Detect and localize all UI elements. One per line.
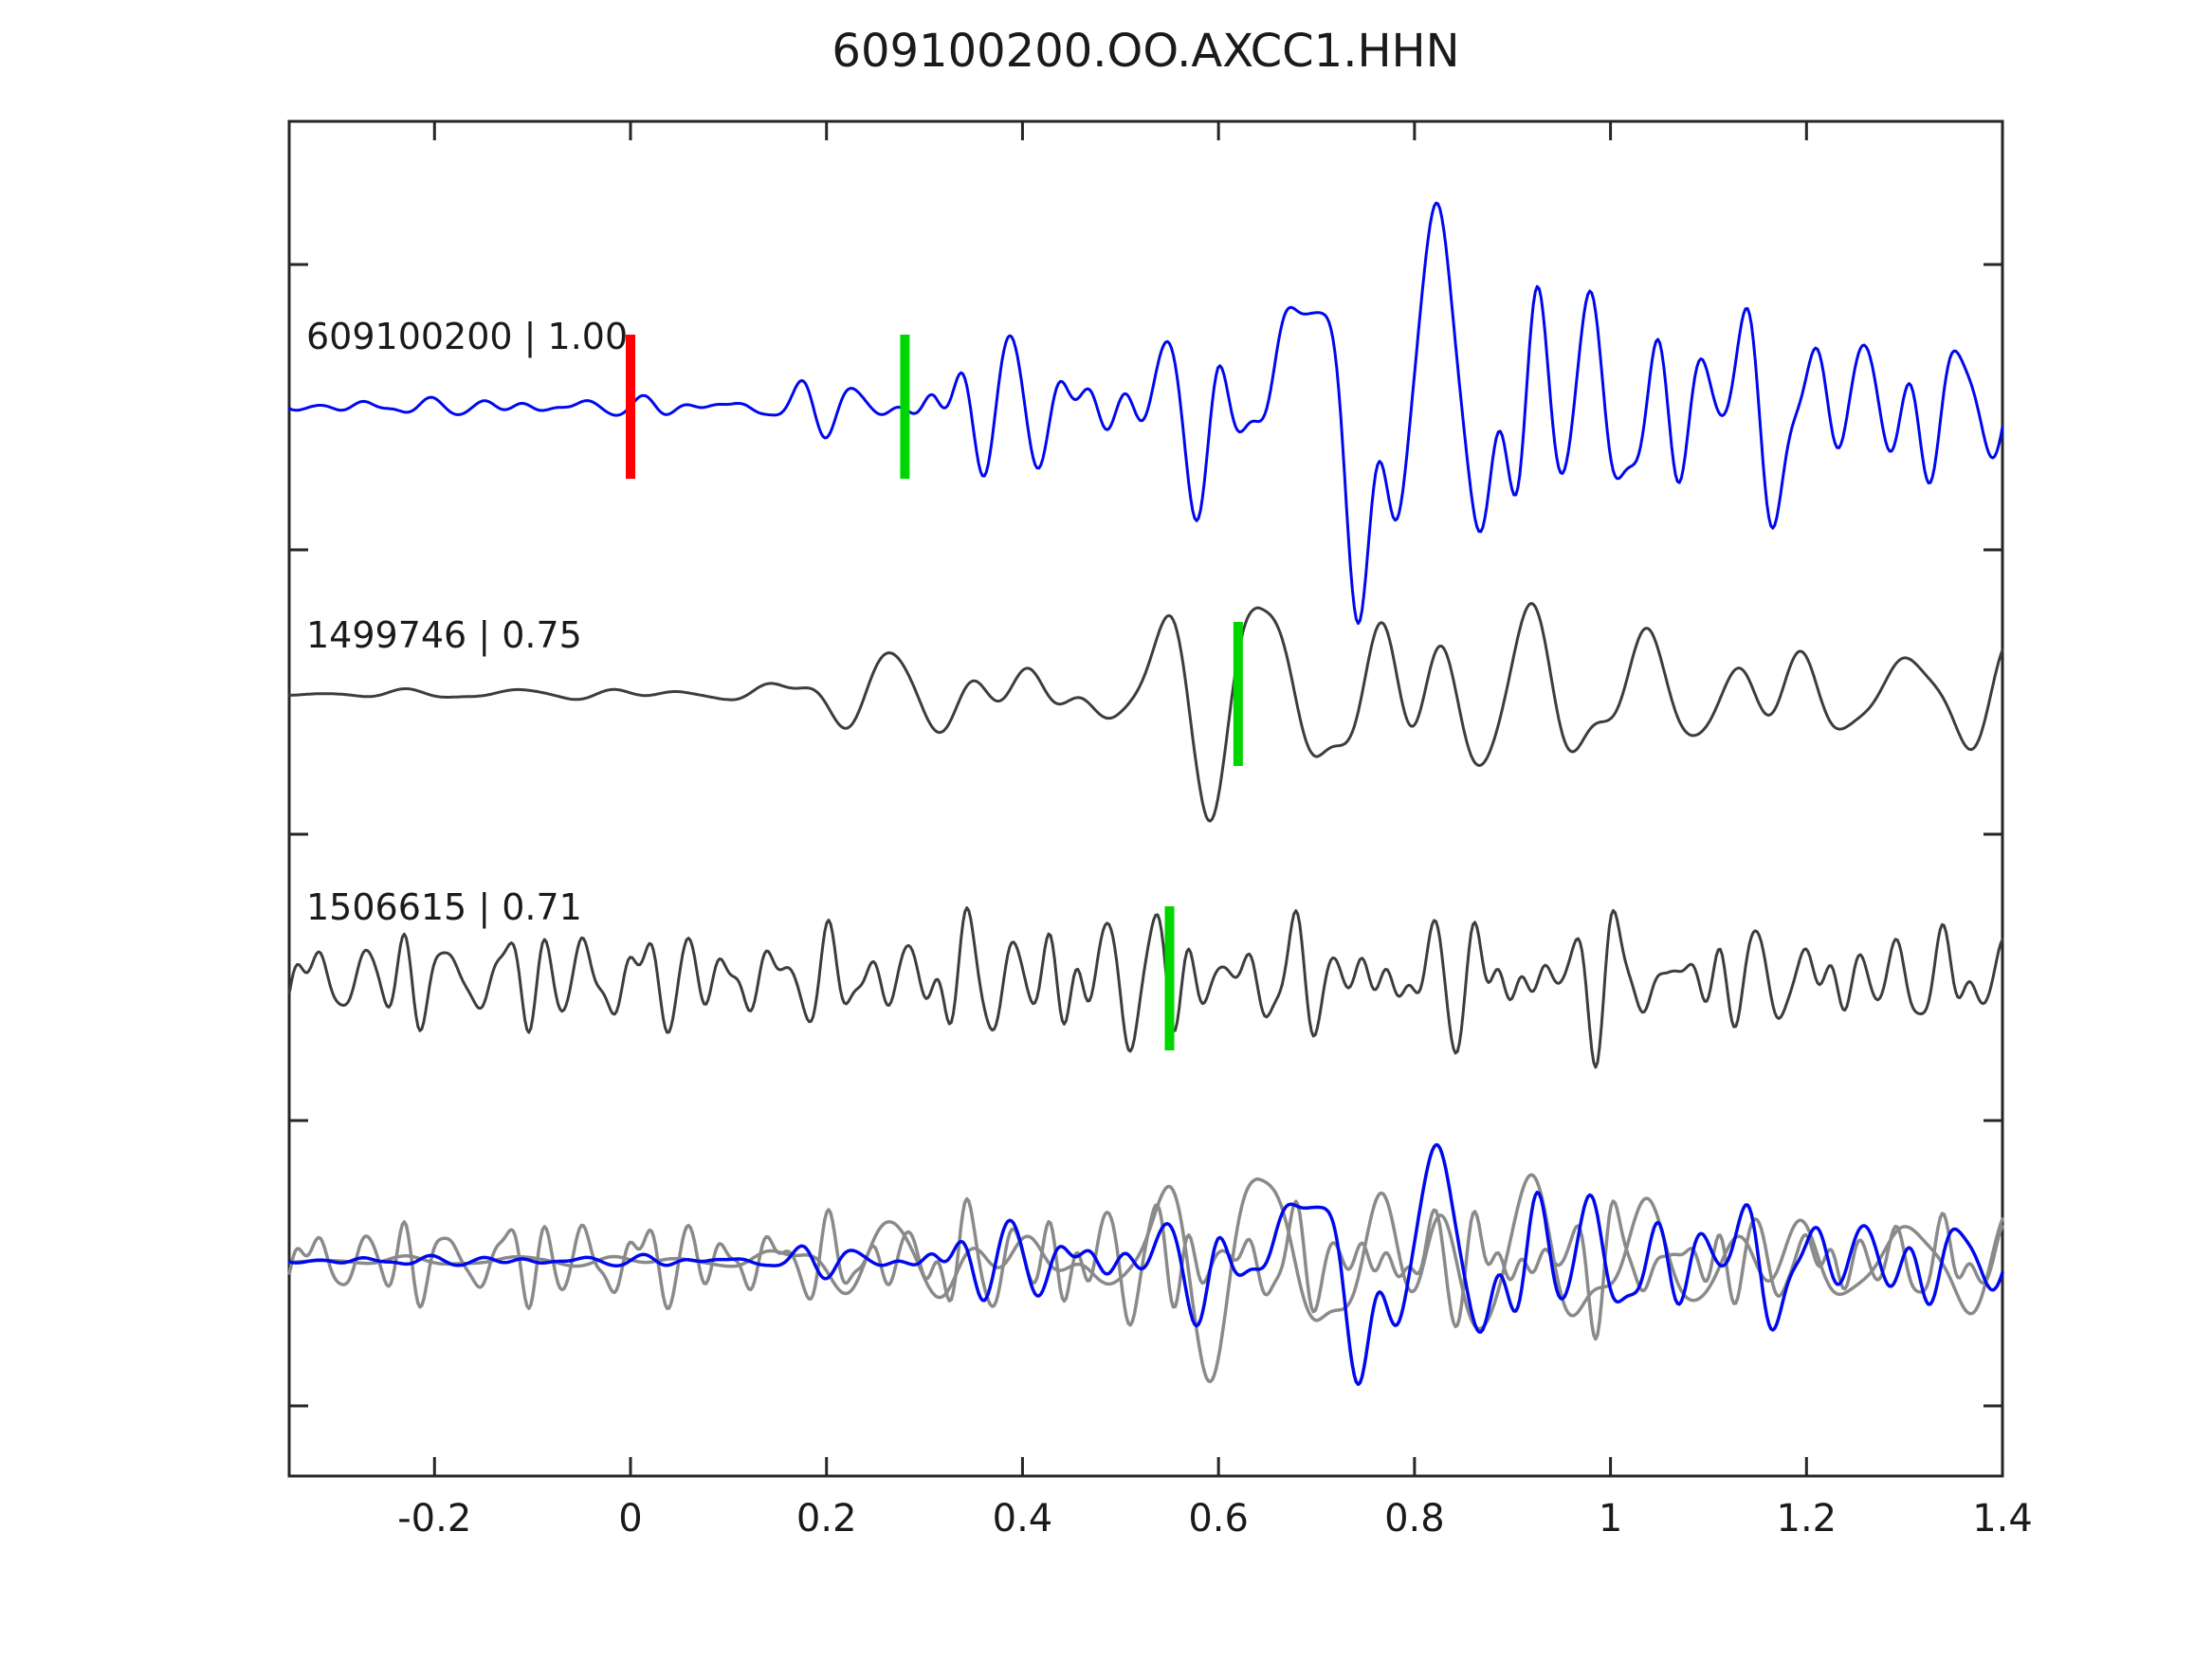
x-tick-label: 1.4 — [1972, 1497, 2033, 1540]
x-tick-label: 0.6 — [1188, 1497, 1249, 1540]
plot-title: 609100200.OO.AXCC1.HHN — [832, 25, 1460, 78]
x-tick-label: 0.2 — [796, 1497, 857, 1540]
x-tick-label: 1 — [1599, 1497, 1622, 1540]
trace-label-template: 609100200 | 1.00 — [306, 316, 628, 358]
trace-label-det1: 1499746 | 0.75 — [306, 614, 582, 657]
trace-label-det2: 1506615 | 0.71 — [306, 886, 582, 929]
x-tick-label: -0.2 — [397, 1497, 471, 1540]
waveform-trace-det1 — [287, 602, 2004, 823]
x-tick-label: 0.4 — [993, 1497, 1053, 1540]
waveform-trace-template — [287, 201, 2004, 626]
x-tick-label: 0 — [618, 1497, 642, 1540]
plot-frame — [287, 119, 2004, 1478]
x-tick-label: 1.2 — [1777, 1497, 1837, 1540]
x-tick-label: 0.8 — [1384, 1497, 1445, 1540]
waveform-trace-overlay-template — [287, 1142, 2004, 1387]
waveform-trace-overlay-det2 — [287, 1196, 2004, 1341]
waveform-trace-det2 — [287, 906, 2004, 1069]
